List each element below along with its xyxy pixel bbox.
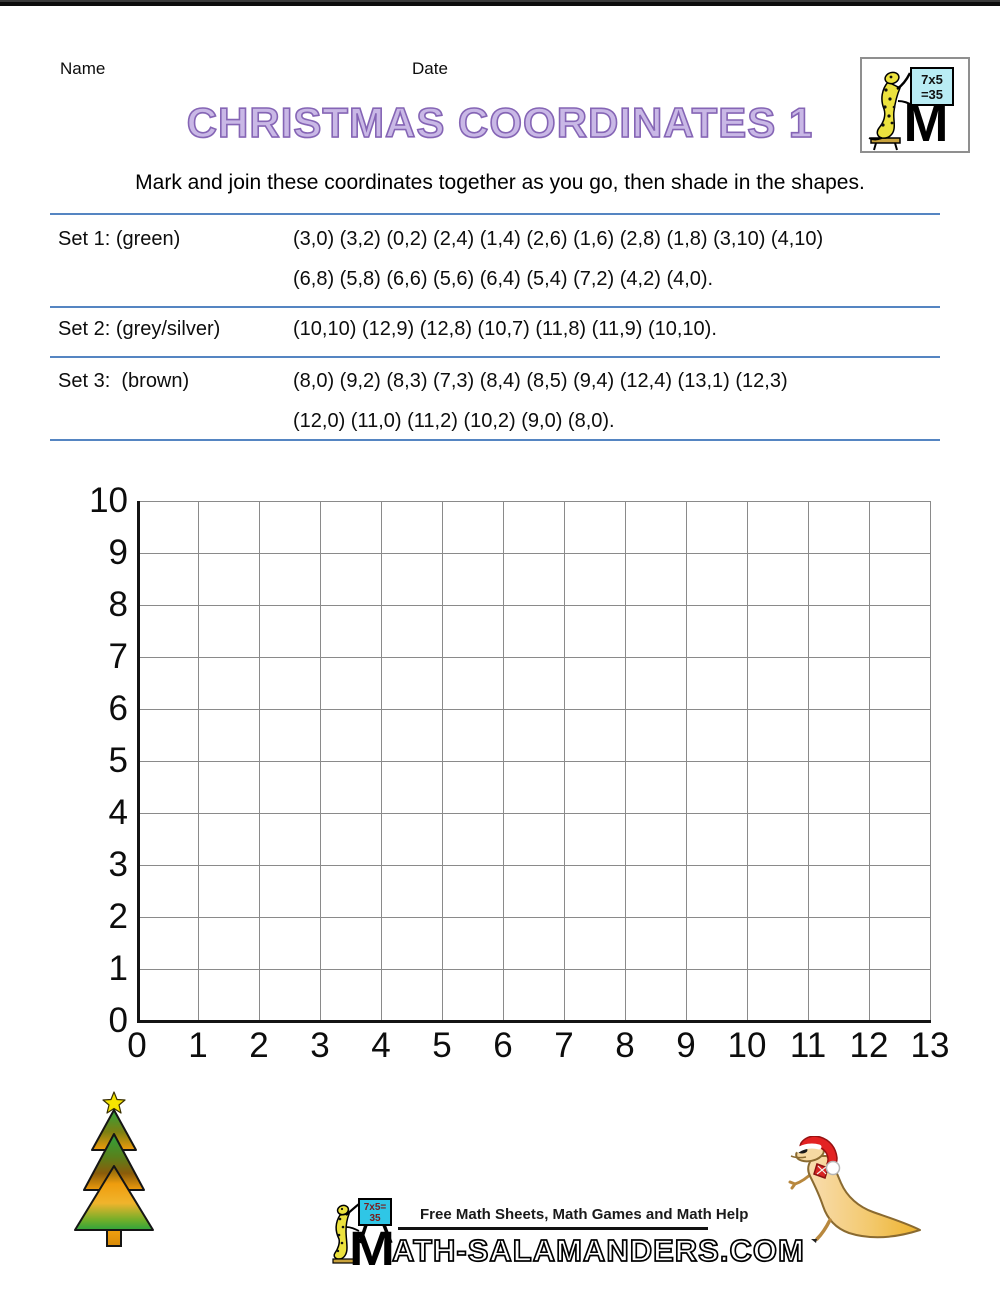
table-separator bbox=[50, 439, 940, 441]
set1-coords-line1: (3,0) (3,2) (0,2) (2,4) (1,4) (2,6) (1,6… bbox=[293, 228, 824, 250]
y-axis-labels: 0 1 2 3 4 5 6 7 8 9 10 bbox=[28, 481, 128, 1040]
x-tick-label: 12 bbox=[849, 1026, 889, 1065]
set3-coords-line1: (8,0) (9,2) (8,3) (7,3) (8,4) (8,5) (9,4… bbox=[293, 370, 788, 392]
brand-m: M bbox=[349, 1223, 395, 1276]
set2-coords-line1: (10,10) (12,9) (12,8) (10,7) (11,8) (11,… bbox=[293, 318, 717, 340]
top-rule-thin bbox=[0, 0, 1000, 2]
y-axis-line bbox=[137, 501, 140, 1022]
grid-line-horizontal bbox=[137, 969, 931, 970]
logo-board-line1: 7x5 bbox=[921, 72, 943, 87]
x-tick-label: 6 bbox=[493, 1026, 513, 1065]
footer-tagline: Free Math Sheets, Math Games and Math He… bbox=[420, 1206, 749, 1223]
page-title: CHRISTMAS COORDINATES 1 bbox=[186, 98, 814, 147]
x-tick-label: 3 bbox=[310, 1026, 330, 1065]
x-tick-label: 2 bbox=[249, 1026, 269, 1065]
y-tick-label: 5 bbox=[108, 741, 128, 780]
table-separator bbox=[50, 306, 940, 308]
santa-salamander-illustration bbox=[788, 1136, 921, 1243]
footer-rule bbox=[398, 1227, 708, 1230]
grid-line-horizontal bbox=[137, 917, 931, 918]
x-tick-label: 10 bbox=[727, 1026, 767, 1065]
x-tick-label: 8 bbox=[615, 1026, 635, 1065]
y-tick-label: 4 bbox=[108, 793, 128, 832]
x-tick-label: 1 bbox=[188, 1026, 208, 1065]
x-tick-label: 11 bbox=[789, 1026, 827, 1065]
grid-line-horizontal bbox=[137, 553, 931, 554]
set3-label: Set 3: (brown) bbox=[58, 370, 190, 392]
y-tick-label: 9 bbox=[108, 533, 128, 572]
grid-line-horizontal bbox=[137, 709, 931, 710]
x-axis-line bbox=[137, 1020, 931, 1023]
coordinate-grid bbox=[137, 501, 931, 1024]
instruction-text: Mark and join these coordinates together… bbox=[135, 171, 865, 194]
y-tick-label: 0 bbox=[108, 1001, 128, 1040]
date-label: Date bbox=[412, 59, 448, 78]
y-tick-label: 3 bbox=[108, 845, 128, 884]
top-rule-thick bbox=[0, 0, 1000, 6]
y-tick-label: 8 bbox=[108, 585, 128, 624]
footer-logo-salamander-icon: 7x5= 35 bbox=[332, 1198, 393, 1264]
x-tick-label: 0 bbox=[127, 1026, 147, 1065]
grid-line-horizontal bbox=[137, 761, 931, 762]
grid-line-horizontal bbox=[137, 605, 931, 606]
set2-label: Set 2: (grey/silver) bbox=[58, 318, 221, 340]
footer-board-line2: 35 bbox=[369, 1213, 381, 1224]
tree-star bbox=[102, 1091, 126, 1114]
footer-board-line1: 7x5= bbox=[364, 1202, 387, 1213]
y-tick-label: 1 bbox=[108, 949, 128, 988]
y-tick-label: 6 bbox=[108, 689, 128, 728]
table-separator bbox=[50, 356, 940, 358]
grid-line-horizontal bbox=[137, 501, 931, 502]
grid-line-horizontal bbox=[137, 657, 931, 658]
x-tick-label: 13 bbox=[910, 1026, 950, 1065]
christmas-tree-illustration bbox=[74, 1091, 154, 1247]
y-tick-label: 7 bbox=[108, 637, 128, 676]
y-tick-label: 10 bbox=[89, 481, 128, 520]
logo-board-line2: =35 bbox=[921, 87, 943, 102]
y-tick-label: 2 bbox=[108, 897, 128, 936]
set3-coords-line2: (12,0) (11,0) (11,2) (10,2) (9,0) (8,0). bbox=[293, 410, 615, 432]
grid-line-horizontal bbox=[137, 865, 931, 866]
x-tick-label: 9 bbox=[676, 1026, 696, 1065]
salamander-easel-icon: M 7x5 =35 bbox=[868, 67, 954, 153]
x-axis-labels: 0 1 2 3 4 5 6 7 8 9 10 11 12 13 bbox=[127, 1024, 949, 1068]
name-label: Name bbox=[60, 59, 106, 78]
footer-brand: MATH-SALAMANDERS.COM bbox=[349, 1222, 805, 1277]
brand-text: ATH-SALAMANDERS.COM bbox=[391, 1232, 805, 1269]
grid-line-horizontal bbox=[137, 813, 931, 814]
set1-label: Set 1: (green) bbox=[58, 228, 181, 250]
set1-coords-line2: (6,8) (5,8) (6,6) (5,6) (6,4) (5,4) (7,2… bbox=[293, 268, 714, 290]
x-tick-label: 7 bbox=[554, 1026, 574, 1065]
site-logo: M 7x5 =35 bbox=[860, 57, 970, 153]
x-tick-label: 4 bbox=[371, 1026, 391, 1065]
table-separator bbox=[50, 213, 940, 215]
x-tick-label: 5 bbox=[432, 1026, 452, 1065]
